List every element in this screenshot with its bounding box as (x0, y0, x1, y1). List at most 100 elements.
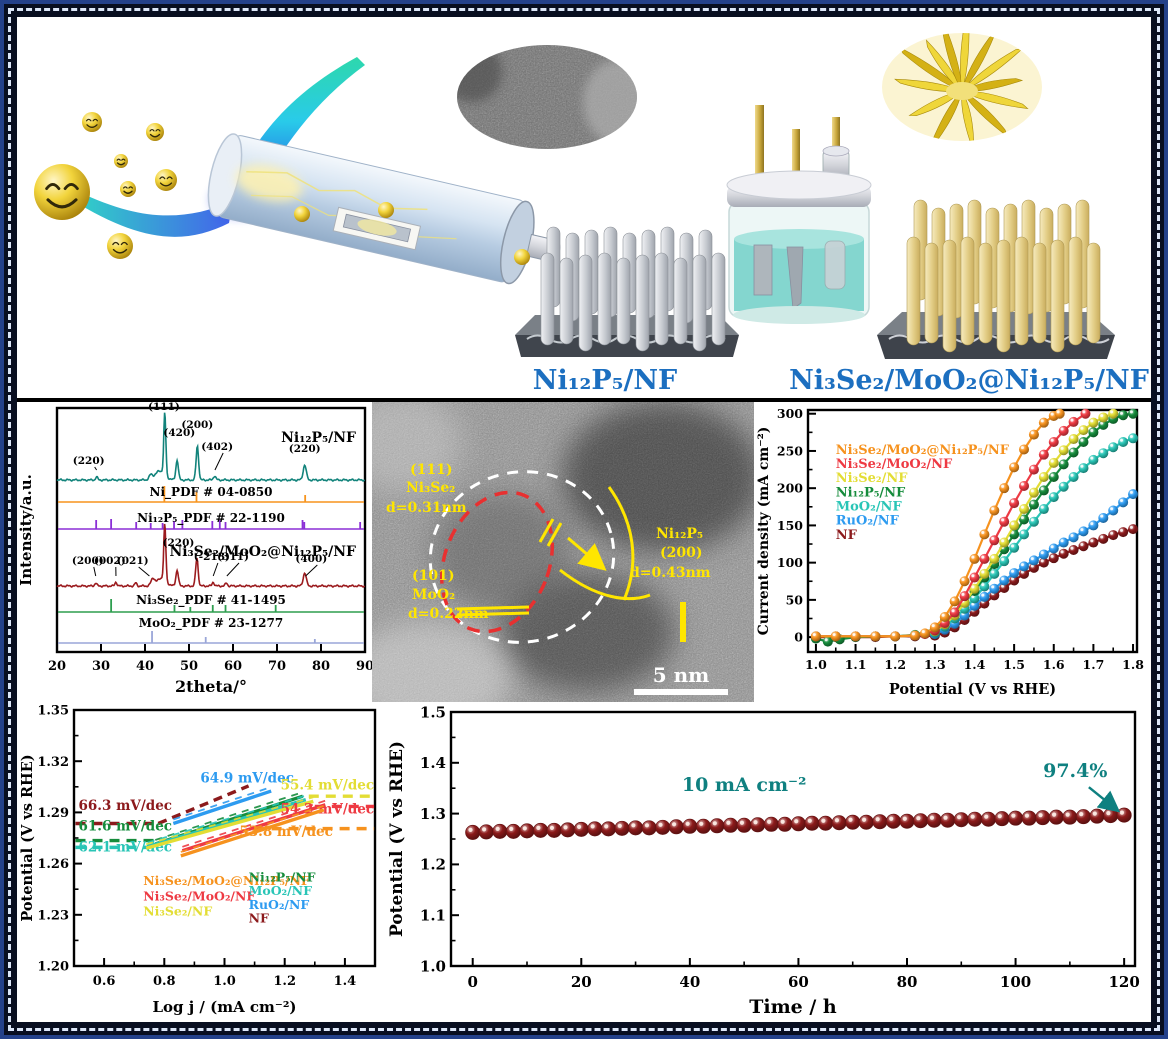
svg-text:Ni₃Se₂/MoO₂@Ni₁₂P₅/NF: Ni₃Se₂/MoO₂@Ni₁₂P₅/NF (836, 443, 1010, 458)
svg-text:1.4: 1.4 (964, 657, 986, 672)
svg-text:150: 150 (777, 518, 803, 533)
svg-text:20: 20 (48, 659, 66, 674)
svg-text:(021): (021) (117, 555, 149, 567)
svg-text:100: 100 (777, 555, 803, 570)
svg-text:50: 50 (786, 592, 804, 607)
svg-text:1.23: 1.23 (37, 908, 69, 923)
svg-text:Intensity/a.u.: Intensity/a.u. (17, 474, 35, 586)
svg-text:MoO₂/NF: MoO₂/NF (836, 500, 903, 515)
svg-text:1.4: 1.4 (334, 974, 357, 989)
svg-text:Ni₁₂P₅/NF: Ni₁₂P₅/NF (836, 485, 906, 500)
svg-text:1.4: 1.4 (420, 754, 446, 772)
tafel-chart: 0.6 0.8 1.0 1.2 1.4 1.20 1.23 1.26 1.29 1.32 1.35 L… (19, 704, 377, 1016)
svg-text:Log j / (mA cm⁻²): Log j / (mA cm⁻²) (152, 998, 296, 1016)
stability-chart: 0 20 40 60 80 100 120 1.0 1.1 1.2 1.3 1.4 1.5 Time / … (387, 703, 1140, 1018)
svg-text:Ni₃Se₂/MoO₂@Ni₁₂P₅/NF: Ni₃Se₂/MoO₂@Ni₁₂P₅/NF (143, 873, 310, 888)
svg-text:RuO₂/NF: RuO₂/NF (836, 514, 900, 529)
svg-text:0.8: 0.8 (153, 974, 176, 989)
svg-text:Ni₁₂P₅/NF: Ni₁₂P₅/NF (249, 870, 316, 885)
svg-text:(420): (420) (163, 427, 195, 439)
svg-text:MoO₂/NF: MoO₂/NF (249, 883, 313, 898)
svg-text:Time / h: Time / h (749, 996, 837, 1018)
svg-text:1.1: 1.1 (420, 906, 446, 924)
svg-text:70: 70 (268, 659, 286, 674)
svg-text:120: 120 (1108, 973, 1139, 991)
svg-text:Ni₃Se₂/MoO₂/NF: Ni₃Se₂/MoO₂/NF (143, 888, 255, 903)
svg-text:1.6: 1.6 (1043, 657, 1065, 672)
svg-text:Ni₁₂P₅/NF: Ni₁₂P₅/NF (281, 430, 356, 446)
label-ni12p5-nf: Ni₁₂P₅/NF (532, 365, 678, 396)
svg-text:MoO₂_PDF # 23-1277: MoO₂_PDF # 23-1277 (139, 616, 283, 631)
svg-text:1.5: 1.5 (420, 703, 446, 721)
svg-text:1.3: 1.3 (924, 657, 946, 672)
svg-text:54.2 mV/dec: 54.2 mV/dec (281, 801, 375, 817)
stability-panel: 0 20 40 60 80 100 120 1.0 1.1 1.2 1.3 1.4 1.5 Time / … (385, 702, 1149, 1022)
svg-text:0: 0 (467, 973, 477, 991)
svg-text:30: 30 (92, 659, 110, 674)
svg-text:1.2: 1.2 (273, 974, 296, 989)
svg-text:1.0: 1.0 (420, 957, 446, 975)
svg-text:60: 60 (224, 659, 242, 674)
svg-text:d=0.22nm: d=0.22nm (408, 606, 489, 622)
svg-text:Ni₁₂P₅_PDF # 22-1190: Ni₁₂P₅_PDF # 22-1190 (137, 511, 285, 526)
svg-text:Potential (V vs RHE): Potential (V vs RHE) (889, 681, 1056, 698)
svg-text:250: 250 (777, 443, 803, 458)
svg-text:1.0: 1.0 (805, 657, 827, 672)
svg-text:Current density (mA cm⁻²): Current density (mA cm⁻²) (756, 427, 772, 636)
label-ni3se2-moo2-ni12p5-nf: Ni₃Se₂/MoO₂@Ni₁₂P₅/NF (789, 365, 1149, 396)
svg-text:53.8 mV/dec: 53.8 mV/dec (239, 824, 333, 840)
svg-text:55.4 mV/dec: 55.4 mV/dec (281, 777, 375, 793)
xrd-panel: 20 30 40 50 60 70 80 90 2theta/° Intensity/a.u. (2… (17, 402, 372, 702)
svg-text:RuO₂/NF: RuO₂/NF (249, 897, 310, 912)
svg-text:1.29: 1.29 (37, 806, 69, 821)
svg-text:5 nm: 5 nm (653, 663, 710, 687)
svg-text:1.2: 1.2 (884, 657, 906, 672)
svg-text:1.7: 1.7 (1083, 657, 1105, 672)
svg-text:20: 20 (571, 973, 592, 991)
svg-text:Ni₃Se₂: Ni₃Se₂ (406, 480, 455, 496)
svg-text:1.2: 1.2 (420, 856, 446, 874)
svg-text:1.35: 1.35 (37, 704, 69, 719)
svg-text:1.26: 1.26 (37, 857, 69, 872)
svg-text:100: 100 (1000, 973, 1031, 991)
svg-text:200: 200 (777, 481, 803, 496)
svg-text:0.6: 0.6 (93, 974, 116, 989)
svg-text:0: 0 (794, 629, 803, 644)
svg-text:64.9 mV/dec: 64.9 mV/dec (200, 771, 294, 787)
svg-text:(220): (220) (73, 455, 105, 467)
svg-text:(402): (402) (201, 441, 233, 453)
svg-text:Ni₃Se₂/MoO₂@Ni₁₂P₅/NF: Ni₃Se₂/MoO₂@Ni₁₂P₅/NF (169, 544, 356, 560)
svg-text:(220): (220) (163, 537, 195, 549)
svg-text:d=0.31nm: d=0.31nm (386, 500, 467, 516)
svg-text:61.6 mV/dec: 61.6 mV/dec (79, 818, 173, 834)
tafel-panel: 0.6 0.8 1.0 1.2 1.4 1.20 1.23 1.26 1.29 1.32 1.35 L… (17, 702, 385, 1022)
svg-text:300: 300 (777, 406, 803, 421)
svg-text:(111): (111) (410, 462, 452, 478)
bottom-row: 0.6 0.8 1.0 1.2 1.4 1.2 0 1.23 1.26 1.29 1.32 1.35 L… (17, 702, 1151, 1022)
svg-text:(002): (002) (94, 555, 126, 567)
hrtem-panel: (111) Ni₃Se₂ d=0.31nm (101) MoO₂ d=0.22nm Ni₁₂… (372, 402, 754, 702)
svg-text:Potential (V vs RHE): Potential (V vs RHE) (19, 754, 36, 921)
svg-text:1.1: 1.1 (845, 657, 867, 672)
lsv-polarization-chart: 1.0 1.1 1.2 1.3 1.4 1.5 1.6 1.7 1.8 0 50 100 150 200 2… (756, 406, 1144, 698)
svg-text:97.4%: 97.4% (1043, 760, 1107, 782)
svg-text:(220): (220) (289, 443, 321, 455)
svg-text:1.5: 1.5 (1003, 657, 1025, 672)
svg-text:1.32: 1.32 (37, 755, 69, 770)
svg-text:62.1 mV/dec: 62.1 mV/dec (79, 839, 173, 855)
svg-text:40: 40 (136, 659, 154, 674)
synthesis-schematic-panel: Ni₁₂P₅/NF Ni₃Se₂/MoO₂@Ni₁₂P₅/NF (17, 17, 1151, 402)
svg-text:(-213): (-213) (194, 551, 230, 563)
svg-text:66.3 mV/dec: 66.3 mV/dec (79, 798, 173, 814)
svg-text:NF: NF (836, 528, 858, 543)
svg-text:Ni₃Se₂_PDF # 41-1495: Ni₃Se₂_PDF # 41-1495 (136, 593, 286, 608)
hrtem-image: (111) Ni₃Se₂ d=0.31nm (101) MoO₂ d=0.22nm Ni₁₂… (372, 402, 754, 702)
svg-text:Ni₃Se₂/NF: Ni₃Se₂/NF (836, 471, 908, 486)
svg-text:(200): (200) (181, 419, 213, 431)
svg-text:80: 80 (312, 659, 330, 674)
xrd-chart: 20 30 40 50 60 70 80 90 2theta/° Intensity/a.u. (2… (17, 402, 372, 696)
svg-text:1.0: 1.0 (213, 974, 236, 989)
svg-text:(111): (111) (148, 402, 180, 413)
svg-text:MoO₂: MoO₂ (412, 587, 455, 603)
